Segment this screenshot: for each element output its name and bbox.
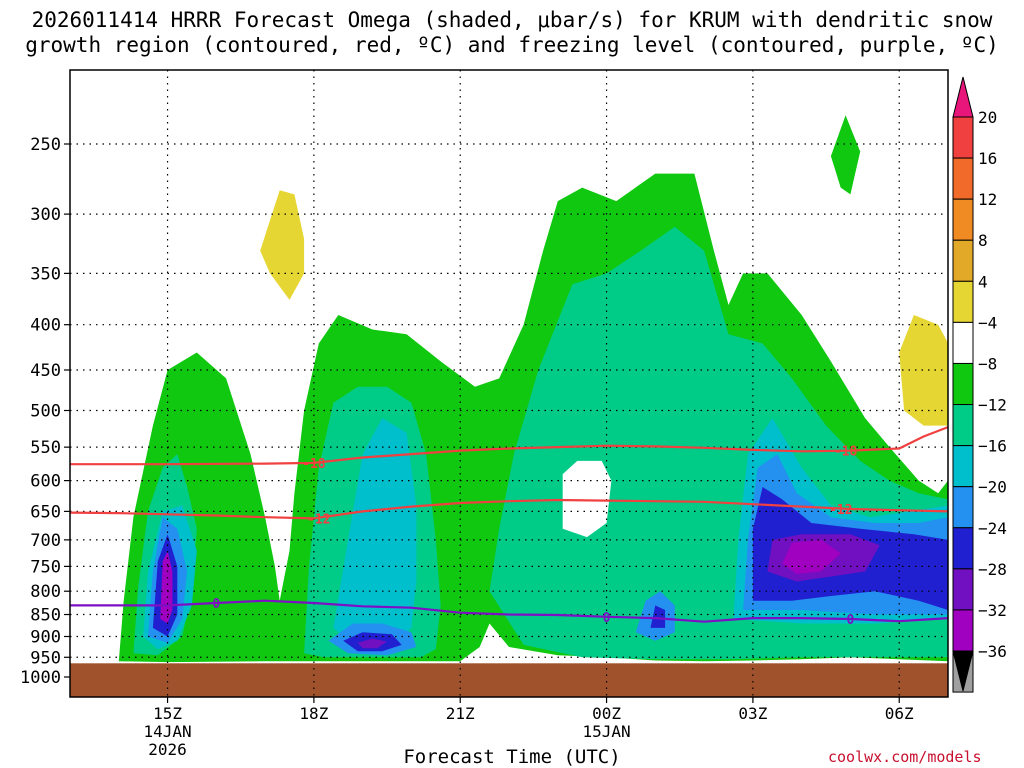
y-tick-label-300: 300: [30, 205, 61, 225]
y-tick-label-500: 500: [30, 402, 61, 422]
colorbar-label: 16: [978, 149, 997, 168]
y-tick-label-900: 900: [30, 627, 61, 647]
ground-fill: [70, 663, 948, 697]
colorbar-bin: [952, 116, 974, 159]
colorbar-bin: [952, 280, 974, 323]
colorbar-bin: [952, 486, 974, 529]
omega-region-late-magenta: [782, 539, 841, 574]
omega-region-positive-right: [899, 315, 948, 426]
colorbar-bin: [952, 445, 974, 488]
y-tick-label-700: 700: [30, 531, 61, 551]
y-tick-label-950: 950: [30, 648, 61, 668]
contour-label: 0: [603, 611, 611, 626]
x-tick-sublabel: 2026: [148, 740, 187, 759]
colorbar-label: −16: [978, 437, 1007, 456]
colorbar-label: 8: [978, 231, 988, 250]
colorbar-label: −24: [978, 519, 1007, 538]
plot-area: -18 -18 -12 -12 0 0 0: [70, 70, 948, 697]
x-tick-label-15Z: 15Z: [153, 704, 182, 723]
contour-label: 0: [212, 597, 220, 612]
colorbar-label: 20: [978, 108, 997, 127]
x-tick-label-00Z: 00Z: [592, 704, 621, 723]
omega-region-positive-upper-left: [260, 190, 305, 300]
x-tick-label-03Z: 03Z: [738, 704, 767, 723]
omega-region-small-green-top: [830, 115, 861, 195]
y-tick-label-850: 850: [30, 606, 61, 626]
colorbar-label: −8: [978, 354, 997, 373]
y-tick-label-1000: 1000: [20, 668, 61, 688]
omega-region-second-cyan: [333, 418, 417, 645]
contour-label: 0: [847, 613, 855, 628]
x-tick-sublabel: 15JAN: [582, 722, 630, 741]
colorbar-label: −32: [978, 601, 1007, 620]
y-tick-label-750: 750: [30, 557, 61, 577]
colorbar-bin: [952, 568, 974, 611]
colorbar-label: −20: [978, 478, 1007, 497]
y-tick-label-400: 400: [30, 316, 61, 336]
y-tick-label-550: 550: [30, 438, 61, 458]
x-tick-label-06Z: 06Z: [885, 704, 914, 723]
contour--12C: [70, 498, 948, 520]
colorbar-top-arrow: [952, 76, 974, 118]
y-tick-label-650: 650: [30, 502, 61, 522]
contour-label: -18: [302, 457, 326, 472]
y-tick-label-450: 450: [30, 361, 61, 381]
colorbar-bin: [952, 527, 974, 570]
colorbar-bin: [952, 157, 974, 200]
contour-0C: [70, 599, 948, 623]
plot-frame: [69, 69, 949, 698]
colorbar-bin: [952, 321, 974, 364]
colorbar-label: 4: [978, 272, 988, 291]
colorbar-label: 12: [978, 190, 997, 209]
x-tick-sublabel: 14JAN: [143, 722, 191, 741]
omega-region-white-hole-mid: [562, 460, 612, 538]
colorbar-bin: [952, 362, 974, 406]
chart-title-line-1: 2026011414 HRRR Forecast Omega (shaded, …: [31, 8, 993, 32]
y-tick-label-350: 350: [30, 264, 61, 284]
contour-label: -12: [829, 503, 852, 518]
x-tick-label-21Z: 21Z: [446, 704, 475, 723]
colorbar-label: −12: [978, 396, 1007, 415]
colorbar-label: −36: [978, 642, 1007, 661]
contour-label: -18: [834, 445, 858, 460]
omega-region-lowlevel-purple: [357, 638, 388, 649]
colorbar-bin: [952, 198, 974, 241]
colorbar-bin: [952, 239, 974, 282]
colorbar-bottom-arrow: [952, 650, 974, 692]
colorbar-label: −4: [978, 313, 997, 332]
colorbar-bin: [952, 609, 974, 652]
chart-title-line-2: growth region (contoured, red, ºC) and f…: [25, 33, 999, 57]
x-tick-label-18Z: 18Z: [299, 704, 328, 723]
colorbar-label: −28: [978, 560, 1007, 579]
omega-region-mid-small-darkblue: [650, 605, 666, 628]
colorbar-bin: [952, 404, 974, 447]
contour-label: -12: [307, 512, 330, 527]
y-tick-label-250: 250: [30, 135, 61, 155]
y-tick-label-600: 600: [30, 472, 61, 492]
credit-text[interactable]: coolwx.com/models: [828, 748, 982, 766]
y-tick-label-800: 800: [30, 582, 61, 602]
contour--18C: [70, 426, 948, 466]
x-axis-title: Forecast Time (UTC): [403, 746, 621, 768]
